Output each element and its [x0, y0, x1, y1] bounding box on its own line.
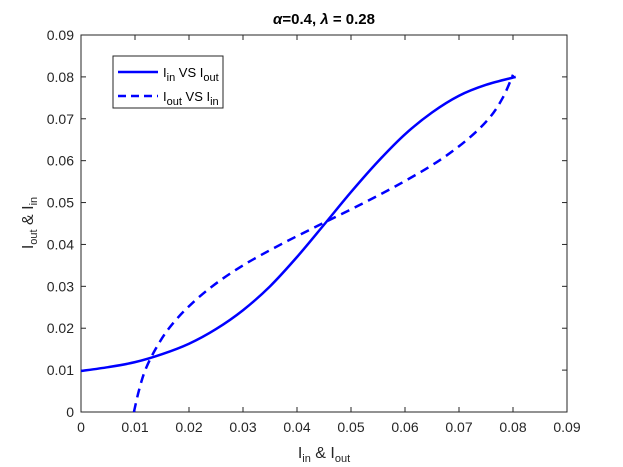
x-tick-label: 0.08 — [499, 419, 526, 435]
legend-entry-2: Iout VS Iin — [163, 89, 219, 108]
x-tick-label: 0.07 — [445, 419, 472, 435]
y-tick-label: 0.09 — [47, 27, 74, 43]
x-tick-label: 0.05 — [337, 419, 364, 435]
x-tick-label: 0.02 — [175, 419, 202, 435]
x-tick-label: 0.06 — [391, 419, 418, 435]
series-line-out-vs-in — [132, 74, 515, 413]
y-tick-label: 0.07 — [47, 111, 74, 127]
y-axis-ticks: 0 0.01 0.02 0.03 0.04 0.05 0.06 0.07 0.08 0.09 — [47, 27, 567, 420]
legend-box — [112, 55, 224, 109]
y-tick-label: 0.05 — [47, 195, 74, 211]
y-tick-label: 0.06 — [47, 153, 74, 169]
chart-title: α=0.4, λ = 0.28 — [273, 11, 375, 28]
y-tick-label: 0.02 — [47, 320, 74, 336]
series-group — [80, 74, 517, 413]
x-tick-label: 0 — [77, 419, 85, 435]
y-tick-label: 0.08 — [47, 69, 74, 85]
x-tick-label: 0.03 — [229, 419, 256, 435]
y-tick-label: 0.01 — [47, 362, 74, 378]
y-axis-title: Iout & Iin — [20, 197, 40, 249]
plot-area-frame — [80, 34, 568, 413]
x-axis-ticks: 0 0.01 0.02 0.03 0.04 0.05 0.06 0.07 0.08 0.09 — [77, 35, 581, 435]
y-tick-label: 0 — [66, 404, 74, 420]
y-tick-label: 0.03 — [47, 278, 74, 294]
y-tick-label: 0.04 — [47, 236, 74, 252]
x-tick-label: 0.04 — [283, 419, 310, 435]
series-line-in-vs-out — [80, 75, 517, 373]
x-tick-label: 0.01 — [121, 419, 148, 435]
x-tick-label: 0.09 — [553, 419, 580, 435]
legend-entry-1: Iin VS Iout — [163, 65, 219, 84]
legend: Iin VS Iout Iout VS Iin — [112, 55, 224, 109]
x-axis-title: Iin & Iout — [298, 445, 350, 465]
